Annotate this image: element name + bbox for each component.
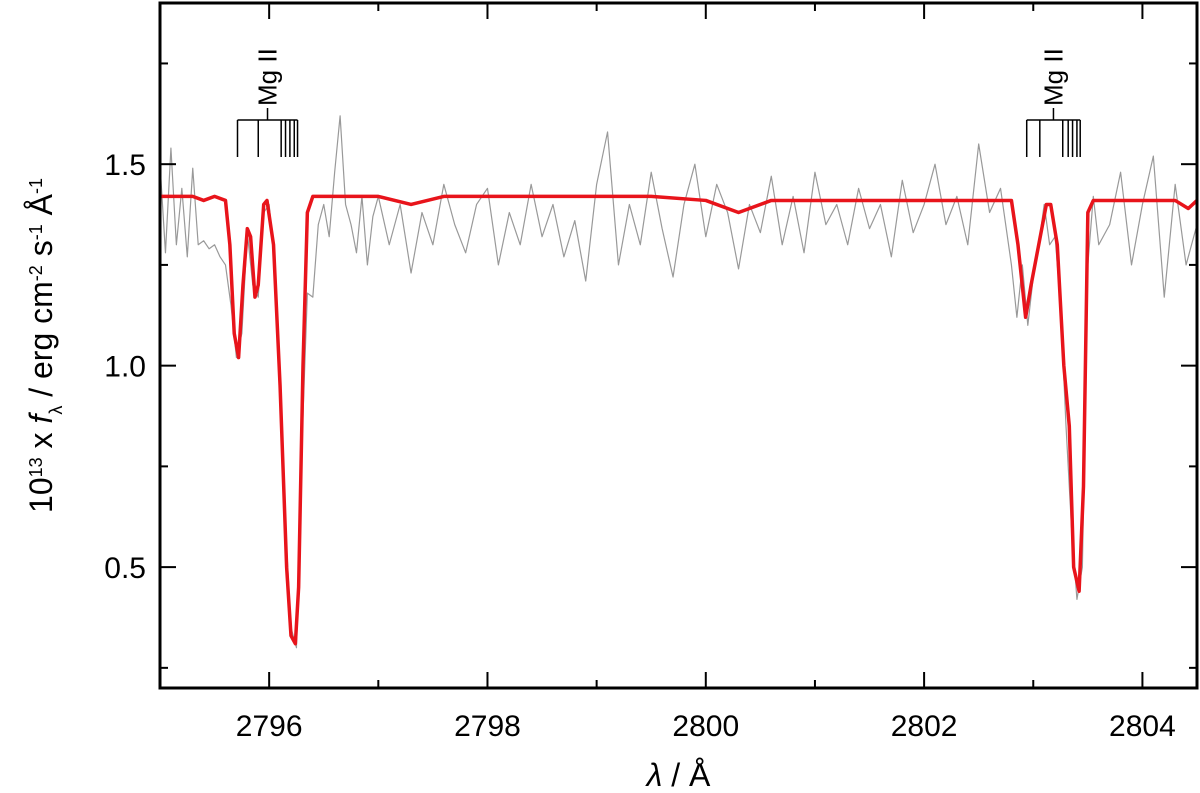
label-part: / Å	[662, 757, 711, 793]
x-tick-label: 2796	[236, 710, 303, 743]
y-axis-label: 1013 x fλ / erg cm-2 s-1 Å-1	[23, 178, 66, 513]
line-id-label: Mg II	[253, 48, 283, 106]
x-axis-label: λ / Å	[645, 757, 711, 793]
label-part: -1	[26, 224, 46, 240]
x-tick-label: 2804	[1109, 710, 1176, 743]
label-part: Å	[23, 193, 59, 224]
label-part: λ	[46, 406, 66, 415]
x-tick-label: 2798	[454, 710, 521, 743]
label-part: / erg cm	[23, 281, 59, 405]
label-part: -2	[26, 265, 46, 281]
line-id-label: Mg II	[1038, 48, 1068, 106]
y-tick-label: 1.5	[104, 149, 146, 182]
label-part: 13	[26, 457, 46, 477]
label-part: λ	[645, 757, 663, 793]
label-part: 10	[23, 477, 59, 513]
x-tick-label: 2800	[672, 710, 739, 743]
x-tick-label: 2802	[891, 710, 958, 743]
y-tick-label: 1.0	[104, 351, 146, 384]
plot-frame	[158, 1, 1199, 690]
y-tick-label: 0.5	[104, 552, 146, 585]
model-spectrum	[160, 194, 1199, 646]
label-part: s	[23, 240, 59, 265]
label-part: x	[23, 424, 59, 458]
label-part: -1	[26, 178, 46, 194]
